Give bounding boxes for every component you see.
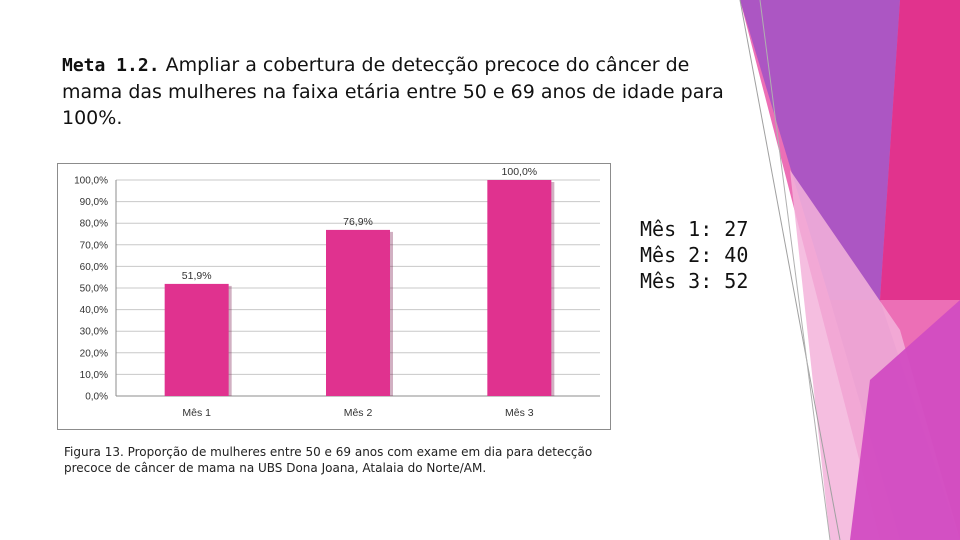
x-tick-label: Mês 3 [505,407,534,419]
title-text: Ampliar a cobertura de detecção precoce … [62,54,724,129]
x-tick-label: Mês 1 [182,407,211,419]
monthly-counts: Mês 1: 27 Mês 2: 40 Mês 3: 52 [640,216,748,294]
bar [326,229,390,396]
y-tick-label: 10,0% [80,370,108,381]
bar-chart-svg: 0,0% 10,0% 20,0% 30,0% 40,0% 50,0% 60,0% 70,0% 8… [74,166,600,419]
month-1-count: Mês 1: 27 [640,217,749,241]
y-tick-label: 50,0% [80,284,108,295]
y-tick-label: 90,0% [80,197,108,208]
y-tick-label: 0,0% [85,392,108,403]
y-tick-label: 100,0% [74,176,108,187]
data-label: 76,9% [343,216,373,228]
y-tick-label: 40,0% [80,305,108,316]
y-tick-label: 30,0% [80,327,108,338]
figure-caption: Figura 13. Proporção de mulheres entre 5… [64,445,593,475]
title-bold: Meta 1.2. [62,55,160,76]
month-2-count: Mês 2: 40 [640,243,749,267]
slide-title: Meta 1.2. Ampliar a cobertura de detecçã… [62,52,742,131]
y-tick-label: 60,0% [80,262,108,273]
bar [487,180,552,396]
bar-chart: 0,0% 10,0% 20,0% 30,0% 40,0% 50,0% 60,0% 70,0% 8… [57,163,611,430]
y-tick-label: 20,0% [80,348,108,359]
month-3-count: Mês 3: 52 [640,269,749,293]
data-label: 100,0% [502,166,538,178]
y-tick-label: 80,0% [80,219,108,230]
x-tick-label: Mês 2 [344,407,373,419]
y-tick-label: 70,0% [80,240,108,251]
data-label: 51,9% [182,270,212,282]
bar [164,283,229,396]
